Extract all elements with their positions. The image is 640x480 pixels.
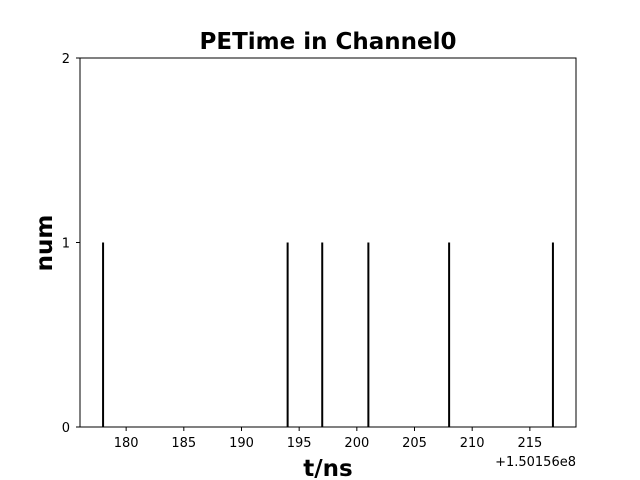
x-tick-label: 185 [171,436,196,451]
y-axis-label: num [32,215,58,272]
x-tick-label: 190 [229,436,254,451]
x-tick-label: 215 [517,436,542,451]
x-offset-label: +1.50156e8 [495,455,576,470]
y-tick-label: 2 [62,52,70,67]
chart-title: PETime in Channel0 [200,29,457,55]
x-tick-label: 210 [460,436,485,451]
x-tick-label: 205 [402,436,427,451]
bars-group [102,242,554,427]
x-axis-ticks: 180 185 190 195 200 205 210 215 [114,427,542,451]
x-tick-label: 180 [114,436,139,451]
plot-frame [79,57,577,428]
x-axis-label: t/ns [303,456,352,480]
y-axis-ticks: 0 1 2 [62,52,80,436]
x-tick-label: 200 [344,436,369,451]
x-tick-label: 195 [287,436,312,451]
y-tick-label: 1 [62,237,70,252]
y-tick-label: 0 [62,421,70,436]
